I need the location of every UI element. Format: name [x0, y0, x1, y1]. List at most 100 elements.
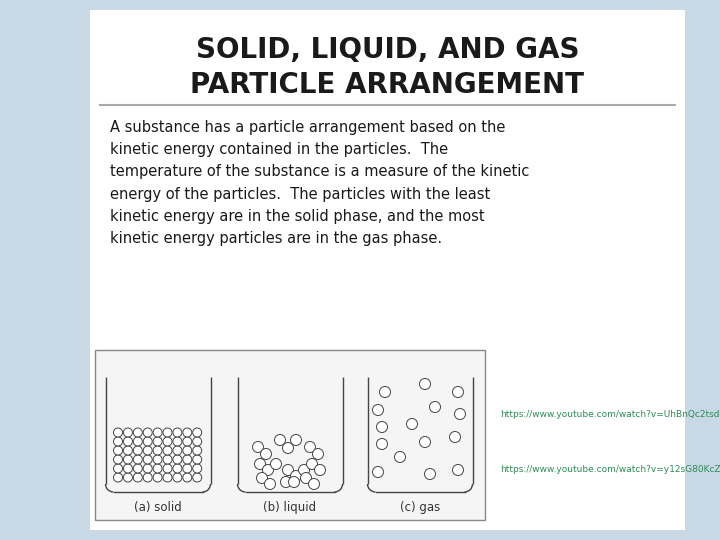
Circle shape	[153, 473, 162, 482]
Circle shape	[123, 455, 132, 464]
Circle shape	[153, 437, 162, 446]
Circle shape	[133, 464, 143, 473]
Circle shape	[173, 473, 182, 482]
Text: SOLID, LIQUID, AND GAS: SOLID, LIQUID, AND GAS	[196, 36, 580, 64]
Circle shape	[312, 449, 323, 460]
Circle shape	[372, 404, 384, 415]
Circle shape	[377, 438, 387, 449]
Circle shape	[114, 428, 122, 437]
Circle shape	[133, 428, 143, 437]
Circle shape	[114, 455, 122, 464]
Circle shape	[420, 436, 431, 448]
Circle shape	[193, 446, 202, 455]
Circle shape	[452, 387, 464, 397]
Circle shape	[307, 458, 318, 469]
Circle shape	[143, 428, 152, 437]
Circle shape	[183, 428, 192, 437]
Circle shape	[173, 446, 182, 455]
Circle shape	[183, 455, 192, 464]
Circle shape	[299, 464, 310, 476]
Circle shape	[263, 464, 274, 476]
Text: https://www.youtube.com/watch?v=UhBnQc2tsdn: https://www.youtube.com/watch?v=UhBnQc2t…	[500, 410, 720, 419]
Text: A substance has a particle arrangement based on the
kinetic energy contained in : A substance has a particle arrangement b…	[110, 120, 529, 246]
Circle shape	[282, 464, 294, 476]
Circle shape	[173, 428, 182, 437]
Circle shape	[143, 446, 152, 455]
Text: (a) solid: (a) solid	[134, 501, 182, 514]
Circle shape	[133, 446, 143, 455]
Circle shape	[114, 437, 122, 446]
Circle shape	[163, 473, 172, 482]
Circle shape	[264, 478, 276, 489]
Circle shape	[183, 473, 192, 482]
Circle shape	[153, 464, 162, 473]
Circle shape	[133, 455, 143, 464]
Circle shape	[430, 402, 441, 413]
Circle shape	[271, 458, 282, 469]
Circle shape	[308, 478, 320, 489]
Circle shape	[163, 437, 172, 446]
Circle shape	[173, 437, 182, 446]
Circle shape	[114, 473, 122, 482]
Circle shape	[290, 470, 302, 482]
Text: (b) liquid: (b) liquid	[264, 501, 317, 514]
Circle shape	[153, 455, 162, 464]
Circle shape	[372, 467, 384, 477]
Circle shape	[254, 458, 266, 469]
Circle shape	[153, 446, 162, 455]
Circle shape	[449, 431, 461, 442]
Circle shape	[114, 464, 122, 473]
Circle shape	[377, 422, 387, 433]
Circle shape	[315, 464, 325, 476]
Circle shape	[143, 473, 152, 482]
Circle shape	[123, 437, 132, 446]
Circle shape	[300, 472, 312, 483]
Circle shape	[282, 442, 294, 454]
Circle shape	[123, 473, 132, 482]
Circle shape	[114, 446, 122, 455]
Circle shape	[379, 387, 390, 397]
Circle shape	[133, 437, 143, 446]
Circle shape	[281, 476, 292, 488]
Circle shape	[193, 464, 202, 473]
Circle shape	[173, 455, 182, 464]
Circle shape	[290, 435, 302, 446]
Circle shape	[193, 473, 202, 482]
Circle shape	[163, 446, 172, 455]
Circle shape	[452, 464, 464, 476]
Circle shape	[395, 451, 405, 462]
Circle shape	[183, 446, 192, 455]
Circle shape	[183, 437, 192, 446]
Circle shape	[143, 437, 152, 446]
Bar	[95, 350, 485, 520]
Circle shape	[143, 464, 152, 473]
Bar	[90, 10, 685, 530]
Circle shape	[261, 449, 271, 460]
Circle shape	[193, 428, 202, 437]
Circle shape	[253, 442, 264, 453]
Circle shape	[163, 428, 172, 437]
Circle shape	[425, 469, 436, 480]
Circle shape	[183, 464, 192, 473]
Circle shape	[193, 437, 202, 446]
Circle shape	[454, 408, 466, 420]
Circle shape	[133, 473, 143, 482]
Text: (c) gas: (c) gas	[400, 501, 440, 514]
Circle shape	[123, 464, 132, 473]
Circle shape	[289, 476, 300, 488]
Circle shape	[407, 418, 418, 429]
Circle shape	[163, 455, 172, 464]
Circle shape	[305, 442, 315, 453]
Circle shape	[274, 435, 286, 446]
Circle shape	[123, 446, 132, 455]
Circle shape	[163, 464, 172, 473]
Text: PARTICLE ARRANGEMENT: PARTICLE ARRANGEMENT	[191, 71, 585, 99]
Circle shape	[153, 428, 162, 437]
Circle shape	[193, 455, 202, 464]
Text: https://www.youtube.com/watch?v=y12sG80KcZw: https://www.youtube.com/watch?v=y12sG80K…	[500, 464, 720, 474]
Circle shape	[173, 464, 182, 473]
Circle shape	[143, 455, 152, 464]
Circle shape	[123, 428, 132, 437]
Circle shape	[256, 472, 268, 483]
Circle shape	[420, 379, 431, 389]
